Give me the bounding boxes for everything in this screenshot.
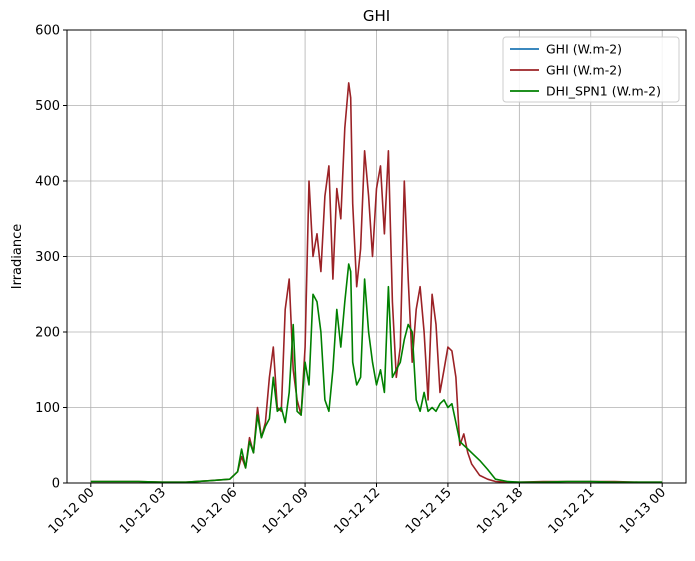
y-tick-label: 300	[35, 250, 60, 265]
series-line-2	[90, 263, 663, 484]
grid	[67, 29, 686, 484]
y-tick-label: 400	[35, 175, 60, 190]
chart-title: GHI	[363, 7, 390, 25]
y-tick-label: 600	[35, 24, 60, 39]
y-axis-label: Irradiance	[10, 224, 25, 289]
legend: GHI (W.m-2) GHI (W.m-2) DHI_SPN1 (W.m-2)	[502, 36, 680, 103]
y-tick-label: 100	[35, 401, 60, 416]
y-tick-label: 0	[52, 477, 60, 492]
series-lines	[90, 82, 663, 484]
legend-label-1: GHI (W.m-2)	[546, 63, 622, 78]
legend-label-2: DHI_SPN1 (W.m-2)	[546, 84, 661, 99]
legend-label-0: GHI (W.m-2)	[546, 42, 622, 57]
legend-box	[502, 36, 680, 103]
y-tick-label: 500	[35, 99, 60, 114]
y-tick-label: 200	[35, 326, 60, 341]
